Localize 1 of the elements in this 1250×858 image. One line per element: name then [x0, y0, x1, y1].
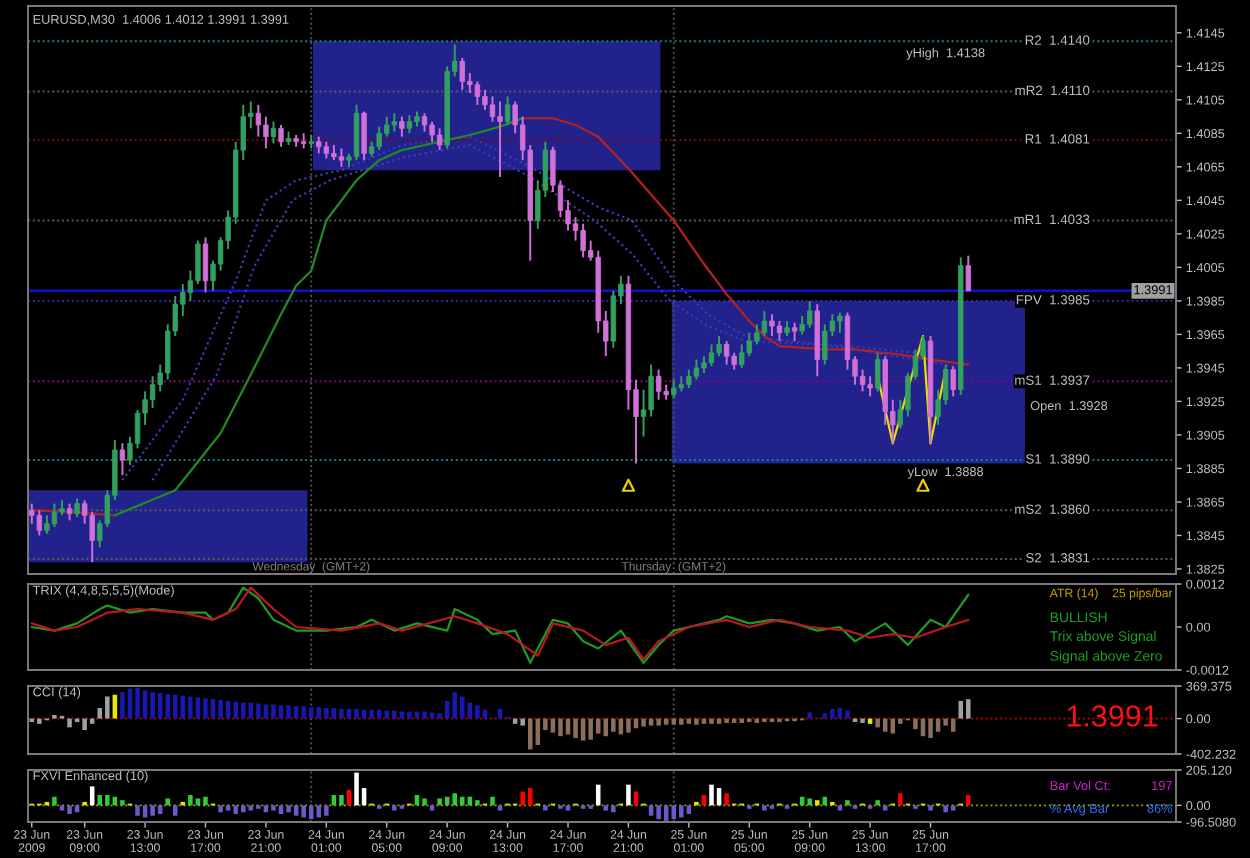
annotation: 1.3991 — [1067, 705, 1158, 727]
